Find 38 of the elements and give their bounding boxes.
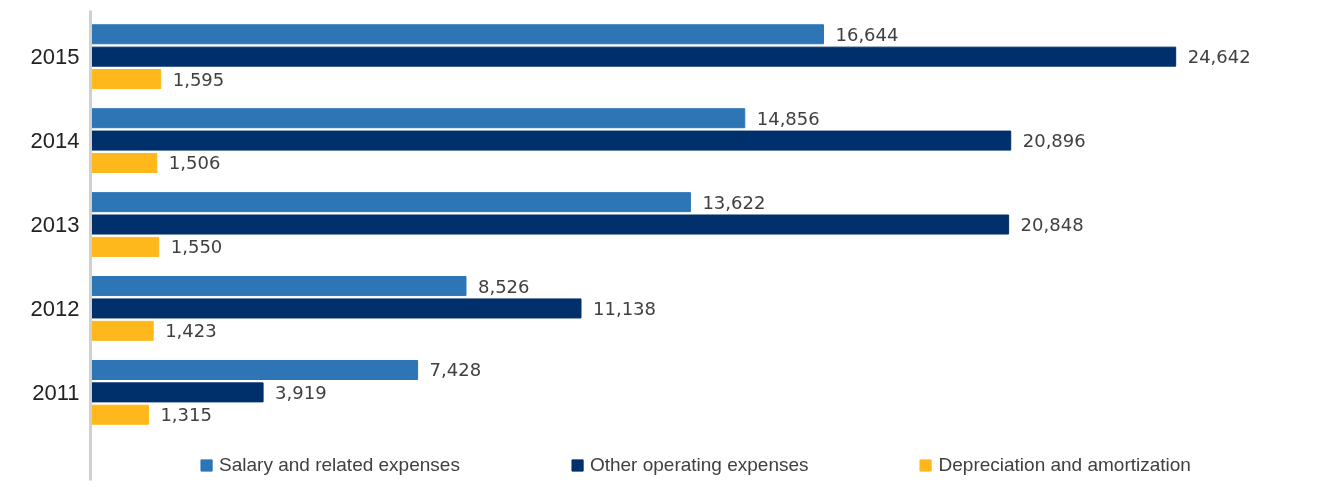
y-tick-label: 2013	[30, 212, 80, 238]
legend-label: Salary and related expenses	[219, 454, 460, 476]
bar	[90, 276, 467, 297]
y-tick-label: 2011	[32, 379, 80, 405]
data-label: 8,526	[477, 275, 530, 297]
bar	[90, 130, 1012, 151]
data-label: 13,622	[702, 191, 766, 213]
bar	[90, 214, 1010, 235]
data-label: 7,428	[429, 359, 482, 381]
y-tick-label: 2015	[30, 44, 80, 70]
data-label: 20,848	[1020, 214, 1084, 236]
bar	[90, 404, 149, 425]
bar	[90, 382, 264, 403]
data-label: 1,315	[160, 404, 212, 426]
bar	[90, 320, 154, 341]
bar	[90, 46, 1177, 67]
bar	[90, 152, 158, 173]
data-label: 1,550	[170, 236, 223, 258]
data-label: 24,642	[1187, 46, 1251, 68]
y-tick-label: 2012	[30, 295, 80, 321]
bar	[90, 359, 419, 381]
data-label: 20,896	[1022, 130, 1086, 152]
bar	[90, 69, 162, 90]
y-tick-label: 2014	[30, 128, 80, 154]
data-label: 3,919	[275, 381, 327, 403]
legend-label: Other operating expenses	[589, 454, 809, 476]
bar	[90, 236, 160, 257]
data-label: 1,595	[172, 68, 225, 90]
data-label: 1,423	[165, 320, 217, 342]
bar	[90, 108, 746, 129]
legend-label: Depreciation and amortization	[938, 454, 1191, 476]
data-label: 16,644	[835, 23, 899, 45]
data-label: 1,506	[168, 152, 221, 174]
data-label: 14,856	[756, 107, 820, 129]
bar	[90, 192, 691, 213]
bar	[90, 24, 824, 45]
data-label: 11,138	[593, 297, 656, 319]
bar	[90, 298, 582, 319]
